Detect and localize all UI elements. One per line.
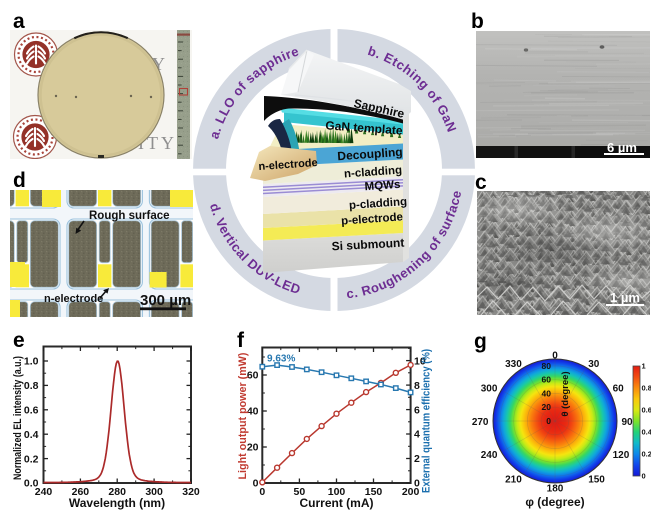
svg-text:p-electrode: p-electrode (341, 211, 404, 227)
svg-text:260: 260 (72, 486, 90, 498)
svg-text:0.6: 0.6 (642, 406, 651, 415)
svg-text:180: 180 (547, 483, 564, 494)
svg-text:4: 4 (414, 429, 420, 441)
svg-text:320: 320 (182, 486, 200, 498)
svg-text:0.2: 0.2 (642, 450, 651, 459)
svg-text:60: 60 (542, 375, 552, 385)
svg-text:0.0: 0.0 (24, 478, 39, 490)
svg-text:0: 0 (253, 478, 259, 490)
svg-text:6: 6 (414, 404, 420, 416)
svg-text:2: 2 (414, 453, 420, 465)
svg-text:50: 50 (294, 486, 306, 498)
svg-text:1: 1 (642, 362, 646, 371)
svg-text:20: 20 (542, 402, 552, 412)
svg-text:150: 150 (365, 486, 383, 498)
svg-text:p-cladding: p-cladding (349, 196, 408, 212)
svg-text:60: 60 (613, 384, 625, 395)
svg-text:MQWs: MQWs (364, 179, 401, 193)
svg-text:300: 300 (145, 486, 163, 498)
svg-text:Si submount: Si submount (331, 236, 404, 254)
svg-text:240: 240 (35, 486, 53, 498)
svg-text:200: 200 (402, 486, 420, 498)
svg-text:Normalized EL intensity (a.u.): Normalized EL intensity (a.u.) (12, 356, 24, 480)
svg-text:300 µm: 300 µm (140, 292, 191, 309)
svg-text:270: 270 (472, 417, 489, 428)
svg-text:0.6: 0.6 (24, 405, 39, 417)
svg-text:8: 8 (414, 380, 420, 392)
svg-text:0: 0 (546, 416, 551, 426)
svg-text:60: 60 (247, 370, 259, 382)
svg-text:φ (degree): φ (degree) (525, 495, 584, 509)
svg-text:100: 100 (328, 486, 346, 498)
svg-text:9.63%: 9.63% (267, 354, 295, 365)
svg-text:30: 30 (588, 359, 600, 370)
svg-text:280: 280 (108, 486, 126, 498)
svg-text:210: 210 (505, 474, 522, 485)
svg-text:20: 20 (247, 442, 259, 454)
svg-text:0: 0 (259, 486, 265, 498)
svg-text:300: 300 (481, 384, 498, 395)
svg-text:0.2: 0.2 (24, 453, 39, 465)
svg-text:10: 10 (414, 355, 426, 367)
svg-text:40: 40 (247, 406, 259, 418)
svg-text:n-electrode: n-electrode (44, 293, 103, 305)
svg-text:150: 150 (588, 474, 605, 485)
svg-text:n-electrode: n-electrode (258, 157, 318, 173)
svg-text:0.8: 0.8 (642, 384, 651, 393)
svg-text:1.0: 1.0 (24, 356, 39, 368)
svg-text:120: 120 (613, 450, 630, 461)
svg-text:80: 80 (542, 361, 552, 371)
svg-text:240: 240 (481, 450, 498, 461)
svg-text:0: 0 (552, 350, 558, 361)
svg-text:0: 0 (642, 472, 646, 481)
svg-text:GaN template: GaN template (325, 118, 403, 137)
svg-text:External quantum efficiency (%: External quantum efficiency (%) (421, 349, 433, 493)
svg-text:40: 40 (542, 388, 552, 398)
svg-text:Decoupling: Decoupling (337, 145, 403, 164)
svg-text:Rough surface: Rough surface (89, 210, 170, 222)
svg-text:θ (degree): θ (degree) (560, 371, 571, 416)
svg-text:90: 90 (622, 417, 634, 428)
svg-text:0: 0 (414, 478, 420, 490)
svg-text:0.8: 0.8 (24, 380, 39, 392)
svg-text:0.4: 0.4 (642, 428, 651, 437)
svg-text:n-cladding: n-cladding (344, 164, 403, 180)
svg-text:0.4: 0.4 (24, 429, 39, 441)
svg-text:Wavelength (nm): Wavelength (nm) (69, 496, 165, 510)
svg-text:330: 330 (505, 359, 522, 370)
svg-text:Current (mA): Current (mA) (300, 496, 374, 510)
svg-text:Light output power (mW): Light output power (mW) (237, 352, 249, 479)
